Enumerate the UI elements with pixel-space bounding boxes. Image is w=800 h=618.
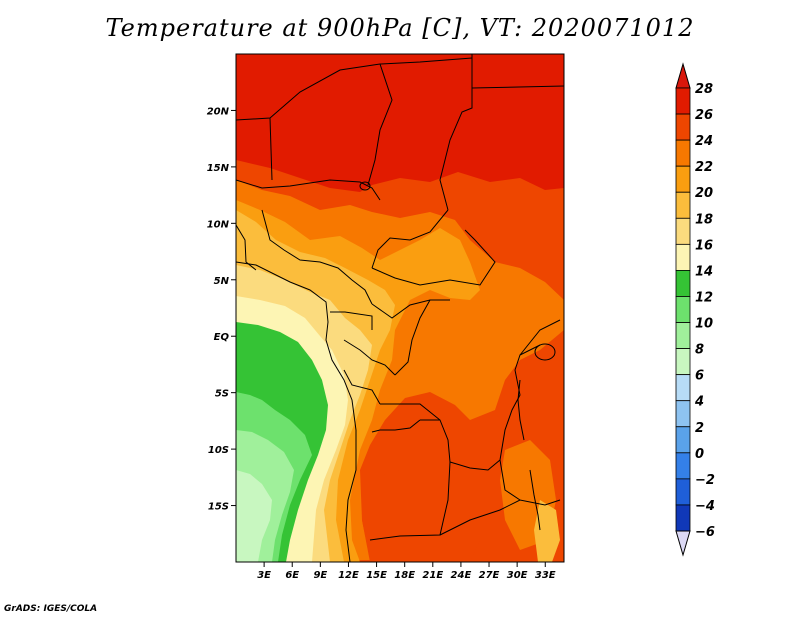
lat-tick-label: 15S xyxy=(208,502,229,513)
colorbar-label: 20 xyxy=(695,186,713,201)
lon-tick-label: 12E xyxy=(338,570,359,581)
colorbar-label: 10 xyxy=(695,317,713,332)
colorbar-swatch xyxy=(675,113,691,141)
lon-tick-label: 24E xyxy=(451,570,472,581)
colorbar-swatch xyxy=(675,165,691,193)
colorbar-swatch xyxy=(675,87,691,115)
colorbar-label: 8 xyxy=(695,343,704,358)
colorbar-label: 28 xyxy=(695,82,713,97)
colorbar-swatch xyxy=(675,270,691,297)
colorbar-swatch xyxy=(675,191,691,219)
colorbar-swatch xyxy=(675,374,691,402)
colorbar-swatch xyxy=(675,400,691,428)
colorbar-swatch xyxy=(675,426,691,454)
colorbar-label: 12 xyxy=(695,290,713,305)
colorbar-label: 16 xyxy=(695,238,713,253)
temperature-field xyxy=(236,54,564,562)
lat-tick-label: 20N xyxy=(207,106,230,117)
colorbar-top-triangle xyxy=(675,62,691,89)
colorbar-label: 24 xyxy=(695,134,713,149)
lakes xyxy=(359,181,556,531)
lon-axis: 3E 6E 9E 12E 15E 18E 21E 24E 27E 30E 33E xyxy=(257,562,556,581)
lon-tick-label: 33E xyxy=(535,570,556,581)
lon-tick-label: 30E xyxy=(507,570,528,581)
lon-tick-label: 18E xyxy=(394,570,415,581)
lat-tick-label: 10S xyxy=(208,445,229,456)
colorbar-label: 22 xyxy=(695,160,713,175)
colorbar-swatch xyxy=(675,348,691,376)
lat-tick-label: 10N xyxy=(207,219,230,230)
lat-tick-label: EQ xyxy=(214,332,230,343)
colorbar-label: 4 xyxy=(694,395,704,410)
colorbar-swatch xyxy=(675,452,691,480)
lon-tick-label: 15E xyxy=(366,570,387,581)
lon-tick-label: 27E xyxy=(479,570,500,581)
lon-tick-label: 3E xyxy=(257,570,271,581)
colorbar-label: 14 xyxy=(695,264,713,279)
colorbar-label: 18 xyxy=(695,212,713,227)
lat-axis: 20N 15N 10N 5N EQ 5S 10S 15S xyxy=(207,106,236,513)
colorbar-label: 2 xyxy=(695,421,704,436)
lon-tick-label: 21E xyxy=(422,570,443,581)
colorbar-swatch xyxy=(675,322,691,349)
lat-tick-label: 5N xyxy=(214,276,230,287)
colorbar-bottom-triangle xyxy=(675,530,691,557)
map-frame xyxy=(235,53,565,563)
field-26c-pocket-south xyxy=(362,470,480,562)
grads-credit: GrADS: IGES/COLA xyxy=(4,604,98,614)
colorbar-swatch xyxy=(675,139,691,167)
colorbar-label: 26 xyxy=(695,108,713,123)
colorbar-swatch xyxy=(675,217,691,245)
colorbar-label: −6 xyxy=(695,525,715,540)
country-borders xyxy=(236,54,564,541)
field-20c-east xyxy=(534,500,560,562)
colorbar-swatch xyxy=(675,296,691,323)
colorbar-label: −4 xyxy=(695,499,715,514)
chart-title: Temperature at 900hPa [C], VT: 202007101… xyxy=(105,14,695,42)
colorbar-label: 6 xyxy=(695,369,704,384)
colorbar-swatch xyxy=(675,504,691,532)
field-8c xyxy=(236,470,272,562)
colorbar-label: 0 xyxy=(695,447,704,462)
field-26c-pocket xyxy=(410,410,480,475)
lon-tick-label: 9E xyxy=(313,570,327,581)
colorbar-swatch xyxy=(675,478,691,506)
coastline xyxy=(236,261,357,562)
lat-tick-label: 5S xyxy=(215,389,229,400)
lat-tick-label: 15N xyxy=(207,163,230,174)
lon-tick-label: 6E xyxy=(285,570,299,581)
colorbar-label: −2 xyxy=(695,473,715,488)
colorbar-swatch xyxy=(675,243,691,271)
